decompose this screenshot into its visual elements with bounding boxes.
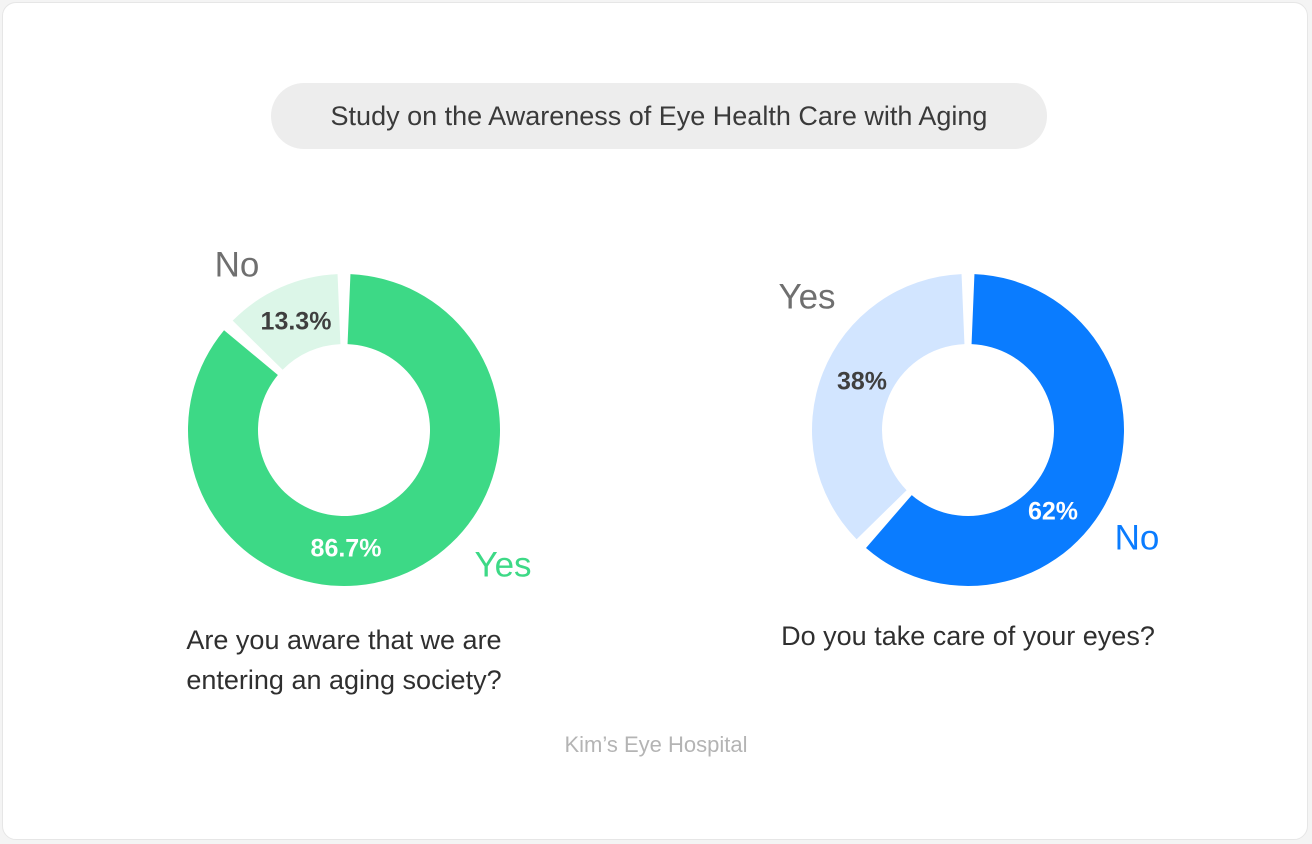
slice-yes-category-label: Yes [474,545,531,584]
question-awareness: Are you aware that we are entering an ag… [186,625,502,695]
slice-no-value-label: 62% [1028,498,1078,526]
slice-yes-category-label: Yes [778,277,835,316]
slice-yes-value-label: 86.7% [311,535,382,563]
slice-no-arc [865,274,1124,586]
question-eye-care: Do you take care of your eyes? [781,621,1155,651]
slice-no-category-label: No [215,245,260,284]
slice-no-arc [232,274,341,370]
donut-chart-eye-care: 62% No 38% Yes [778,274,1159,586]
slice-yes-arc [812,274,965,540]
slice-yes-value-label: 38% [837,368,887,396]
slice-no-value-label: 13.3% [261,308,332,336]
donut-chart-awareness: 86.7% Yes 13.3%No [187,245,532,586]
footer-source: Kim’s Eye Hospital [564,732,748,757]
chart-title: Study on the Awareness of Eye Health Car… [271,83,1047,149]
slice-yes-arc [187,274,500,586]
slice-no-category-label: No [1115,518,1160,557]
